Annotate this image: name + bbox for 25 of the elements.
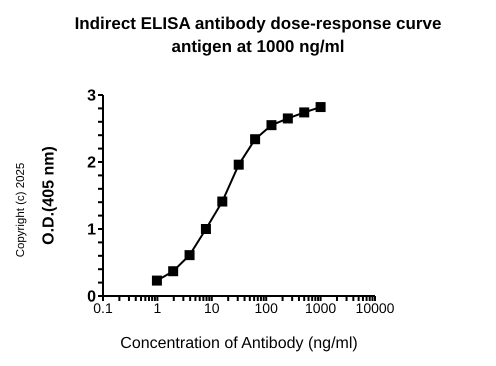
point [299, 107, 310, 118]
y-tick-label: 3 [87, 88, 96, 105]
y-axis-title: O.D.(405 nm) [40, 146, 58, 245]
point [184, 250, 195, 260]
x-tick-label: 10000 [356, 300, 395, 316]
x-tick-label: 10 [204, 300, 220, 316]
point [282, 113, 293, 124]
point [250, 134, 260, 144]
text: Copyright (c) 2025 [15, 162, 27, 258]
chart-title: Indirect ELISA antibody dose-response curve [74, 13, 442, 35]
point [152, 276, 162, 286]
point [200, 224, 211, 234]
point [266, 120, 276, 130]
x-tick-label: 0.1 [93, 300, 113, 316]
point [316, 102, 326, 112]
point [168, 266, 178, 276]
y-tick-label: 1 [87, 222, 96, 239]
point [217, 196, 228, 207]
y-tick-label: 2 [87, 154, 96, 172]
x-tick-label: 1000 [305, 300, 336, 316]
x-tick-label: 1 [154, 300, 162, 316]
chart-subtitle: antigen at 1000 ng/ml [170, 36, 346, 58]
point [234, 160, 244, 170]
x-axis-title: Concentration of Antibody (ng/ml) [120, 335, 358, 352]
x-tick-label: 100 [254, 300, 278, 316]
